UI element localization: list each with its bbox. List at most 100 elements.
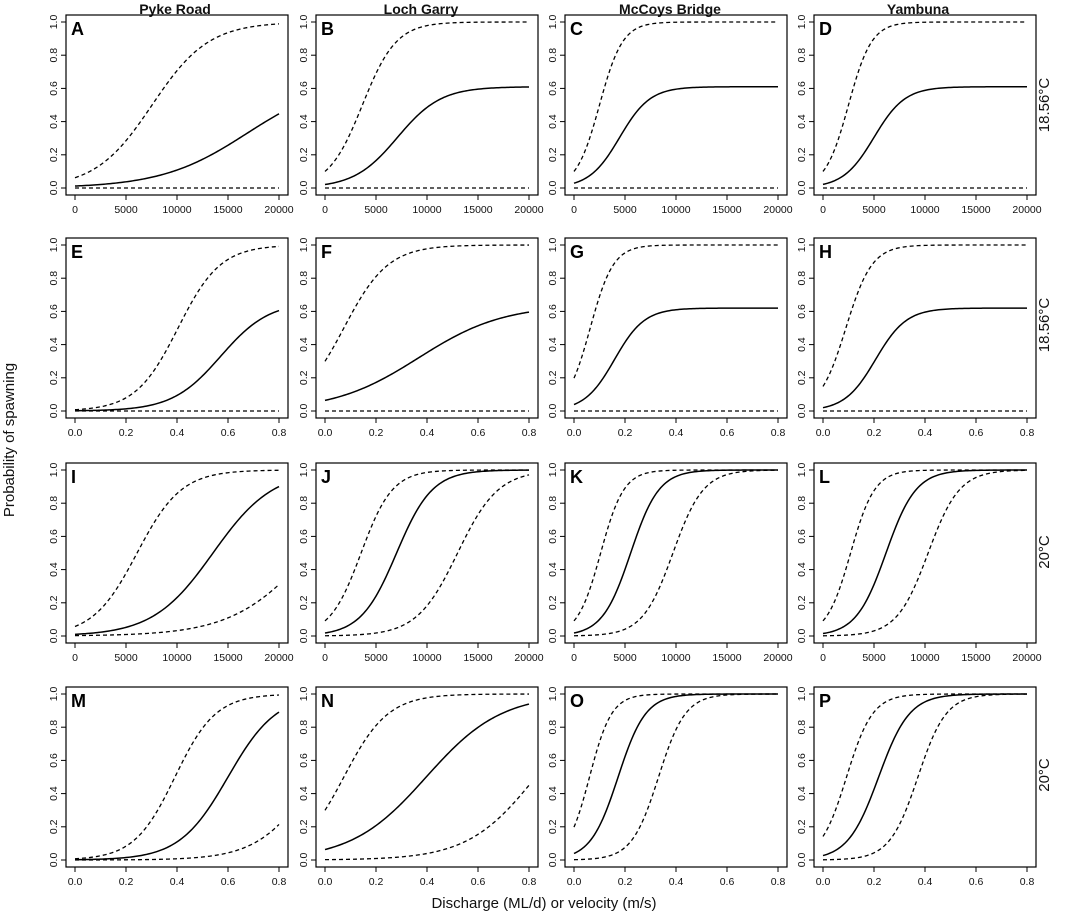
y-tick-label: 0.4 <box>48 114 60 129</box>
y-tick-label: 0.6 <box>547 81 559 96</box>
y-tick-label: 0.2 <box>48 819 60 834</box>
panel-letter: H <box>819 242 832 262</box>
x-tick-label: 5000 <box>364 652 388 664</box>
y-tick-label: 0.8 <box>48 496 60 511</box>
panel-d: 0.0 0.2 0.4 0.6 0.8 1.0 0 5000 10000 15000 20000 D <box>796 14 1042 216</box>
y-tick-label: 0.2 <box>298 370 310 385</box>
y-tick-label: 0.0 <box>796 629 808 644</box>
x-tick-label: 0.2 <box>618 427 633 439</box>
panel-letter: O <box>570 691 584 711</box>
x-tick-label: 10000 <box>910 204 939 216</box>
lower-confidence-line <box>573 469 779 637</box>
y-tick-label: 0.8 <box>796 720 808 735</box>
x-tick-label: 0.2 <box>119 876 134 888</box>
y-tick-label: 0.6 <box>547 753 559 768</box>
x-tick-label: 0.4 <box>669 876 684 888</box>
lower-confidence-line <box>822 469 1028 637</box>
estimate-line <box>74 309 280 412</box>
x-tick-label: 0.0 <box>567 427 582 439</box>
y-tick-label: 0.0 <box>547 853 559 868</box>
panel-n: 0.0 0.2 0.4 0.6 0.8 1.0 0.0 0.2 0.4 0.6 0.8 N <box>298 686 539 888</box>
y-tick-label: 0.6 <box>298 81 310 96</box>
lower-confidence-line <box>324 474 530 637</box>
y-tick-label: 0.0 <box>547 404 559 419</box>
y-tick-label: 0.4 <box>547 337 559 352</box>
x-tick-label: 0.2 <box>867 876 882 888</box>
y-tick-label: 0.4 <box>48 337 60 352</box>
y-tick-label: 0.4 <box>796 114 808 129</box>
y-tick-label: 0.0 <box>298 853 310 868</box>
y-tick-label: 0.2 <box>48 147 60 162</box>
y-tick-label: 0.8 <box>796 48 808 63</box>
x-tick-label: 0 <box>72 652 78 664</box>
estimate-line <box>74 485 280 636</box>
x-tick-label: 0.4 <box>918 876 933 888</box>
panel-letter: J <box>321 467 331 487</box>
panel-h: 0.0 0.2 0.4 0.6 0.8 1.0 0.0 0.2 0.4 0.6 0.8 H <box>796 237 1037 439</box>
panel-letter: I <box>71 467 76 487</box>
x-tick-label: 20000 <box>1012 652 1041 664</box>
x-tick-label: 0.6 <box>720 427 735 439</box>
x-tick-label: 0.4 <box>918 427 933 439</box>
x-tick-label: 0.0 <box>816 427 831 439</box>
upper-confidence-line <box>324 244 529 362</box>
upper-confidence-line <box>74 694 280 860</box>
y-tick-label: 0.8 <box>48 720 60 735</box>
y-tick-label: 0.6 <box>796 529 808 544</box>
x-tick-label: 0.2 <box>369 427 384 439</box>
y-tick-label: 0.2 <box>298 595 310 610</box>
y-tick-label: 0.8 <box>547 496 559 511</box>
y-tick-label: 0.8 <box>547 720 559 735</box>
x-tick-label: 10000 <box>162 652 191 664</box>
x-tick-label: 15000 <box>961 204 990 216</box>
y-tick-label: 0.8 <box>298 720 310 735</box>
estimate-line <box>324 86 530 186</box>
x-tick-label: 10000 <box>412 652 441 664</box>
upper-confidence-line <box>822 244 1027 387</box>
y-tick-label: 0.2 <box>547 370 559 385</box>
upper-confidence-line <box>573 693 778 828</box>
y-tick-label: 0.8 <box>298 48 310 63</box>
panel-m: 0.0 0.2 0.4 0.6 0.8 1.0 0.0 0.2 0.4 0.6 0.8 M <box>48 686 289 888</box>
row-labels: 18.56°C 18.56°C 20°C 20°C <box>1036 78 1053 792</box>
upper-confidence-line <box>324 21 529 172</box>
x-tick-label: 0.8 <box>1020 427 1035 439</box>
y-tick-label: 0.2 <box>796 819 808 834</box>
row-label-1: 18.56°C <box>1036 78 1053 133</box>
y-tick-label: 1.0 <box>48 687 60 702</box>
panel-frame <box>65 686 289 868</box>
y-tick-label: 0.4 <box>298 562 310 577</box>
estimate-line <box>822 86 1027 186</box>
x-tick-label: 0 <box>820 652 826 664</box>
estimate-line <box>573 469 778 634</box>
estimate-line <box>573 85 778 184</box>
y-tick-label: 0.6 <box>547 304 559 319</box>
estimate-line <box>74 113 280 187</box>
y-tick-label: 0.6 <box>48 304 60 319</box>
y-tick-label: 1.0 <box>796 15 808 30</box>
estimate-line <box>324 311 530 402</box>
panel-letter: G <box>570 242 584 262</box>
panel-letter: A <box>71 19 84 39</box>
x-tick-label: 20000 <box>514 204 543 216</box>
x-tick-label: 5000 <box>364 204 388 216</box>
x-tick-label: 0.6 <box>471 427 486 439</box>
y-tick-label: 0.8 <box>48 48 60 63</box>
y-tick-label: 1.0 <box>298 687 310 702</box>
x-tick-label: 0.2 <box>119 427 134 439</box>
x-tick-label: 0.0 <box>318 876 333 888</box>
x-tick-label: 15000 <box>463 652 492 664</box>
y-tick-label: 1.0 <box>796 238 808 253</box>
upper-confidence-line <box>822 469 1027 622</box>
estimate-line <box>822 307 1027 409</box>
y-tick-label: 0.2 <box>298 819 310 834</box>
lower-confidence-line <box>324 784 530 861</box>
y-tick-label: 0.0 <box>48 853 60 868</box>
y-tick-label: 0.4 <box>547 786 559 801</box>
y-tick-label: 0.6 <box>298 753 310 768</box>
y-tick-label: 1.0 <box>48 463 60 478</box>
panel-letter: D <box>819 19 832 39</box>
estimate-line <box>74 711 280 861</box>
x-tick-label: 5000 <box>114 652 138 664</box>
y-tick-label: 1.0 <box>48 238 60 253</box>
